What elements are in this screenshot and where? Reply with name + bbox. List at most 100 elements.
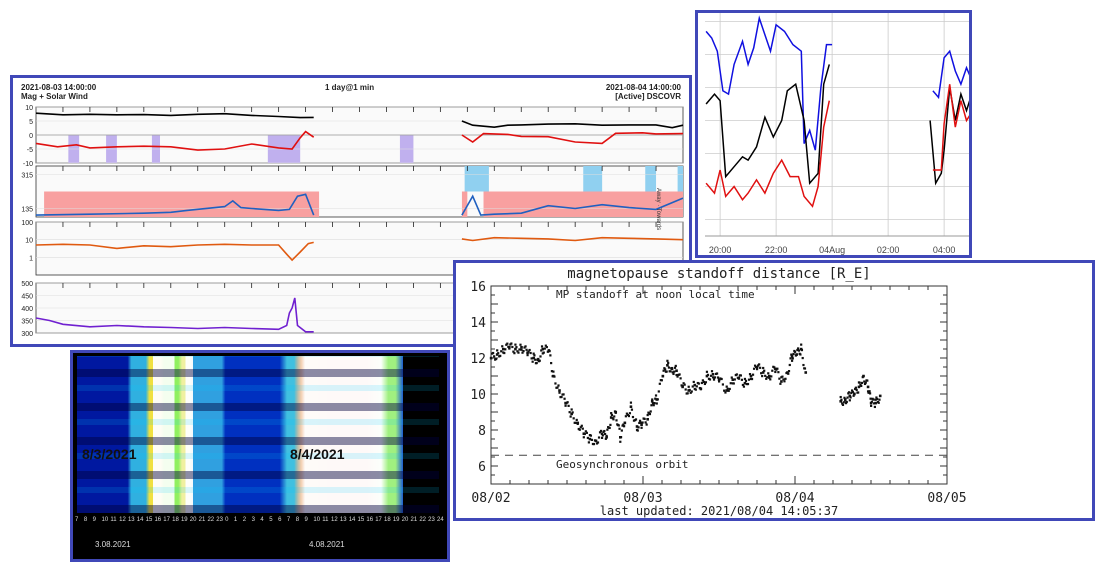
hour-tick-label: 19 xyxy=(392,517,400,523)
data-point xyxy=(629,401,633,404)
data-point xyxy=(530,357,533,360)
data-point xyxy=(703,382,707,386)
series-black xyxy=(929,87,969,186)
data-point xyxy=(538,359,541,362)
data-point xyxy=(528,348,531,352)
data-point xyxy=(496,349,499,352)
series-bz xyxy=(35,130,315,151)
data-point xyxy=(735,373,738,376)
data-point xyxy=(622,423,625,426)
chart-title: magnetopause standoff distance [R_E] xyxy=(567,266,870,282)
data-point xyxy=(761,371,765,374)
hour-tick-label: 5 xyxy=(269,517,273,523)
data-point xyxy=(740,378,743,381)
data-point xyxy=(678,373,681,376)
data-point xyxy=(671,371,674,374)
date-label-2: 4.08.2021 xyxy=(309,540,345,549)
data-point xyxy=(858,381,861,384)
resolution-label: 1 day@1 min xyxy=(325,83,375,92)
data-point xyxy=(666,359,669,362)
data-point xyxy=(802,363,805,367)
data-point xyxy=(751,373,755,376)
data-point xyxy=(743,382,747,385)
data-point xyxy=(526,351,529,354)
data-point xyxy=(634,418,638,421)
data-point xyxy=(688,388,691,392)
away-sector-shading xyxy=(44,191,320,217)
hour-tick-label: 10 xyxy=(101,517,109,523)
data-point xyxy=(661,375,664,378)
towards-sector-shading xyxy=(583,166,603,192)
data-point xyxy=(675,369,678,372)
data-point xyxy=(870,400,873,403)
data-point xyxy=(800,343,803,346)
data-point xyxy=(841,402,844,405)
data-point xyxy=(862,374,865,378)
day1-overlay-label: 8/3/2021 xyxy=(82,446,137,462)
hour-tick-label: 15 xyxy=(145,517,153,523)
data-point xyxy=(533,354,536,357)
data-point xyxy=(718,380,721,383)
data-point xyxy=(875,396,878,399)
data-point xyxy=(780,380,783,383)
hour-tick-label: 8 xyxy=(83,517,88,523)
data-point xyxy=(497,352,500,355)
data-point xyxy=(717,378,721,381)
data-point xyxy=(596,441,600,444)
data-point xyxy=(797,349,800,352)
data-point xyxy=(672,372,675,376)
series-density xyxy=(461,236,684,242)
data-point xyxy=(853,392,856,395)
x-tick-label: 02:00 xyxy=(877,245,900,255)
data-point xyxy=(562,393,565,396)
data-point xyxy=(791,357,794,360)
data-point xyxy=(510,342,513,345)
data-point xyxy=(839,395,842,399)
data-point xyxy=(866,385,870,389)
annotation: MP standoff at noon local time xyxy=(556,288,755,301)
data-point xyxy=(768,376,771,379)
data-point xyxy=(588,437,592,441)
data-point xyxy=(842,401,845,404)
data-point xyxy=(743,377,747,381)
data-point xyxy=(874,401,877,405)
hour-tick-label: 12 xyxy=(119,517,126,523)
data-point xyxy=(870,404,873,407)
data-point xyxy=(644,421,647,424)
hour-tick-label: 0 xyxy=(225,517,229,523)
data-point xyxy=(654,397,657,400)
x-tick-label: 04:00 xyxy=(933,245,956,255)
data-point xyxy=(662,369,665,372)
data-point xyxy=(747,378,751,381)
hour-tick-label: 19 xyxy=(180,517,188,523)
hour-tick-label: 14 xyxy=(348,517,356,523)
data-point xyxy=(545,346,548,349)
data-point xyxy=(646,413,649,417)
data-point xyxy=(540,345,544,348)
data-point xyxy=(581,427,584,430)
data-point xyxy=(517,351,520,354)
data-point xyxy=(585,431,588,434)
data-point xyxy=(618,427,621,430)
data-point xyxy=(863,380,866,383)
data-point xyxy=(669,370,672,373)
data-point xyxy=(493,355,496,358)
data-point xyxy=(848,394,852,398)
data-point xyxy=(756,368,759,371)
data-point xyxy=(540,349,543,352)
data-point xyxy=(625,412,628,415)
y-tick-label: 16 xyxy=(470,280,486,295)
magnetopause-chart: magnetopause standoff distance [R_E] 16 14… xyxy=(470,266,966,518)
y-tick-label: 10 xyxy=(25,238,33,245)
data-point xyxy=(626,413,629,417)
data-point xyxy=(878,394,882,398)
data-point xyxy=(855,388,858,392)
data-point xyxy=(700,381,703,385)
hour-tick-label: 20 xyxy=(189,517,197,523)
hour-tick-label: 17 xyxy=(375,517,382,523)
data-point xyxy=(737,377,740,380)
data-point xyxy=(520,346,523,349)
hour-tick-label: 23 xyxy=(216,517,223,523)
hour-tick-label: 7 xyxy=(75,517,79,523)
data-point xyxy=(804,371,808,374)
